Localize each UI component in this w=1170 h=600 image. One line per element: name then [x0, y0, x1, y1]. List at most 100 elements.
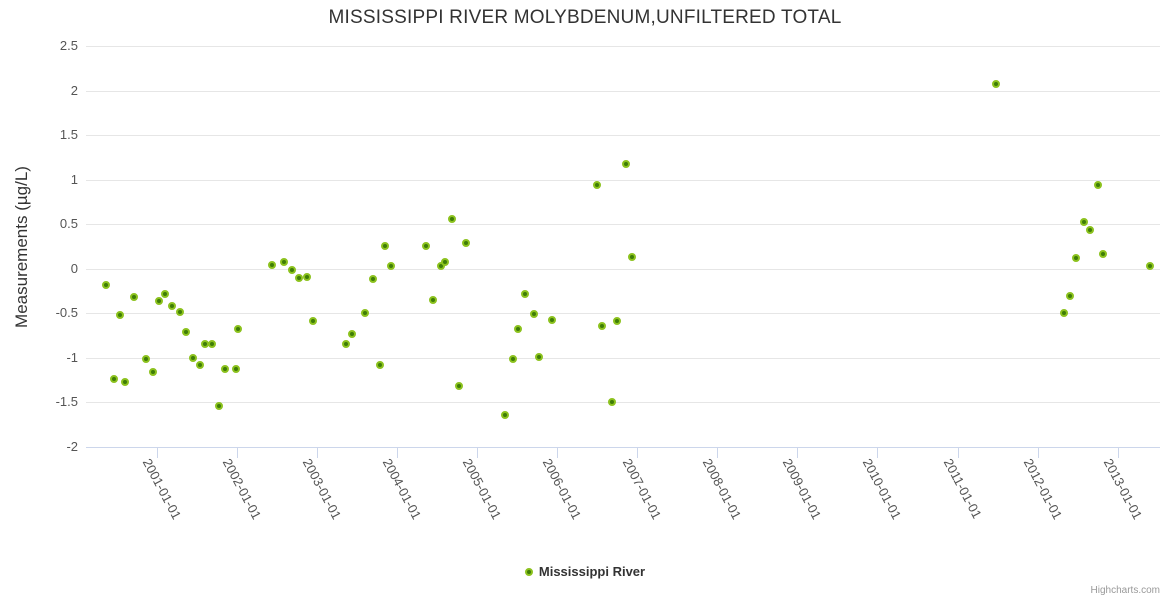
x-axis-label: 2007-01-01 — [620, 456, 665, 522]
data-point[interactable] — [454, 381, 463, 390]
data-point[interactable] — [110, 375, 118, 384]
y-axis-title: Measurements (µg/L) — [12, 166, 31, 328]
x-axis-tick — [877, 448, 879, 458]
x-axis-tick — [157, 448, 159, 458]
data-point[interactable] — [294, 273, 303, 282]
data-point[interactable] — [447, 214, 456, 223]
data-point[interactable] — [429, 295, 438, 304]
data-point[interactable] — [622, 159, 631, 168]
data-point[interactable] — [530, 310, 539, 319]
y-axis-label: 0.5 — [59, 216, 78, 232]
legend-label: Mississippi River — [538, 564, 646, 579]
data-point[interactable] — [613, 317, 622, 326]
x-axis-label: 2003-01-01 — [300, 456, 345, 522]
data-point[interactable] — [309, 317, 318, 326]
data-point[interactable] — [386, 262, 395, 271]
y-gridline — [86, 179, 1160, 181]
data-point[interactable] — [361, 309, 370, 318]
y-gridline — [86, 135, 1160, 137]
data-point[interactable] — [520, 289, 529, 298]
y-axis-label: 0 — [70, 260, 78, 276]
data-point[interactable] — [347, 329, 356, 338]
y-axis-label: -1 — [66, 349, 78, 365]
x-axis-tick — [317, 448, 319, 458]
data-point[interactable] — [1071, 254, 1080, 263]
data-point[interactable] — [1093, 181, 1102, 189]
data-point[interactable] — [268, 261, 277, 270]
data-point[interactable] — [607, 398, 616, 407]
data-point[interactable] — [375, 361, 384, 370]
data-point[interactable] — [1145, 262, 1154, 271]
data-point[interactable] — [593, 181, 602, 189]
data-point[interactable] — [214, 402, 223, 410]
data-point[interactable] — [441, 257, 450, 266]
data-point[interactable] — [422, 241, 431, 250]
y-gridline — [86, 46, 1160, 47]
legend-item[interactable]: Mississippi River — [0, 564, 1170, 579]
data-point[interactable] — [368, 275, 377, 284]
data-point[interactable] — [991, 80, 1000, 89]
data-point[interactable] — [288, 265, 297, 274]
data-point[interactable] — [598, 321, 607, 330]
data-point[interactable] — [280, 257, 289, 266]
x-axis-tick — [1117, 448, 1119, 458]
x-axis-tick — [397, 448, 399, 458]
y-axis-label: -2 — [66, 439, 78, 454]
data-point[interactable] — [189, 353, 198, 362]
data-point[interactable] — [508, 354, 517, 363]
y-axis-label: 2.5 — [59, 38, 78, 53]
y-axis-label: -1.5 — [55, 394, 78, 410]
data-point[interactable] — [1085, 226, 1094, 235]
data-point[interactable] — [381, 241, 390, 250]
data-point[interactable] — [547, 315, 556, 324]
data-point[interactable] — [115, 311, 124, 320]
data-point[interactable] — [1099, 249, 1108, 258]
x-axis-line — [86, 447, 1160, 448]
x-axis-label: 2013-01-01 — [1100, 456, 1145, 522]
data-point[interactable] — [627, 253, 636, 262]
data-point[interactable] — [161, 289, 170, 298]
data-point[interactable] — [231, 364, 240, 373]
x-axis-tick — [557, 448, 559, 458]
data-point[interactable] — [234, 325, 243, 334]
x-axis-label: 2009-01-01 — [780, 456, 825, 522]
data-point[interactable] — [175, 308, 184, 317]
data-point[interactable] — [514, 325, 523, 334]
data-point[interactable] — [1079, 217, 1088, 226]
data-point[interactable] — [1059, 309, 1068, 318]
legend-marker-icon — [524, 567, 533, 576]
x-axis-label: 2005-01-01 — [460, 456, 505, 522]
data-point[interactable] — [462, 238, 471, 247]
y-gridline — [86, 268, 1160, 270]
data-point[interactable] — [154, 296, 163, 305]
x-axis-tick — [237, 448, 239, 458]
data-point[interactable] — [102, 280, 110, 289]
x-axis-tick — [717, 448, 719, 458]
data-point[interactable] — [208, 339, 217, 348]
data-point[interactable] — [168, 302, 177, 311]
data-point[interactable] — [342, 339, 351, 348]
y-gridline — [86, 90, 1160, 92]
data-point[interactable] — [149, 368, 158, 377]
y-axis-label: 2 — [70, 82, 78, 98]
x-axis-tick — [1037, 448, 1039, 458]
x-axis-label: 2010-01-01 — [860, 456, 905, 522]
data-point[interactable] — [1066, 292, 1075, 301]
y-gridline — [86, 313, 1160, 315]
data-point[interactable] — [182, 328, 191, 337]
x-axis-label: 2012-01-01 — [1020, 456, 1065, 522]
data-point[interactable] — [302, 272, 311, 281]
highcharts-credits-link[interactable]: Highcharts.com — [1090, 585, 1160, 596]
data-point[interactable] — [221, 365, 230, 374]
x-axis-label: 2008-01-01 — [700, 456, 745, 522]
y-axis-label: 1 — [70, 171, 78, 187]
x-axis-label: 2001-01-01 — [139, 456, 185, 522]
data-point[interactable] — [500, 410, 509, 419]
data-point[interactable] — [121, 377, 130, 386]
data-point[interactable] — [195, 361, 204, 370]
data-point[interactable] — [534, 352, 543, 361]
data-point[interactable] — [130, 293, 139, 302]
data-point[interactable] — [201, 339, 210, 348]
data-point[interactable] — [142, 354, 151, 363]
